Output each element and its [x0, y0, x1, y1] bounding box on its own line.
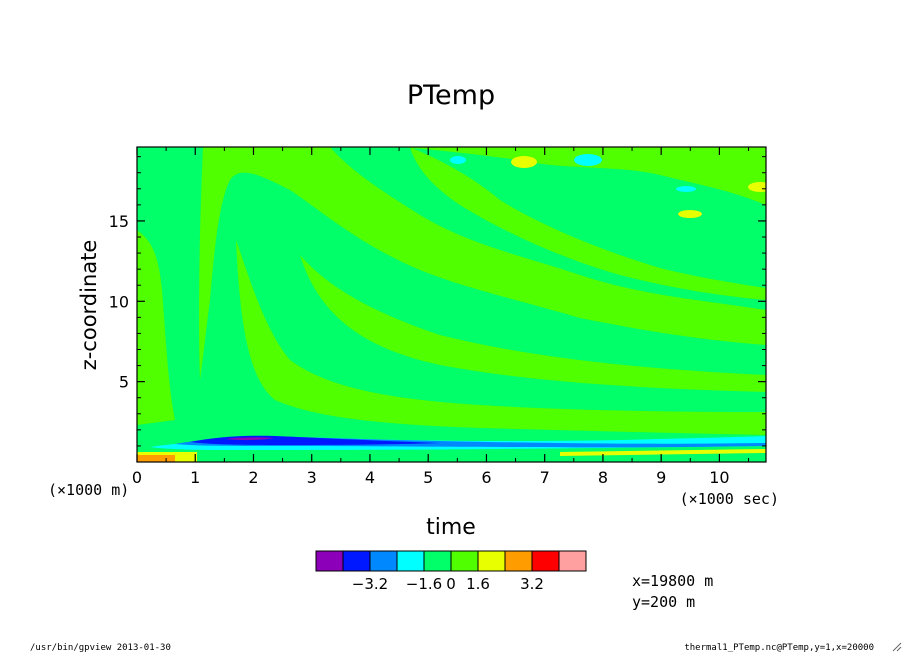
contour-purple-core: [225, 437, 275, 441]
x-tick-label: 5: [423, 468, 433, 487]
y-scale-label: (×1000 m): [48, 481, 129, 499]
contour-yellow-strip: [560, 449, 766, 456]
blob-yellow-1: [511, 156, 537, 168]
blob-yellow-3: [748, 182, 766, 192]
resize-grip-icon[interactable]: [892, 642, 902, 652]
colorbar-label: −1.6: [406, 575, 442, 593]
x-axis-label: time: [426, 515, 476, 540]
colorbar-swatch: [315, 550, 344, 572]
x-tick-label: 10: [709, 468, 729, 487]
footer-left: /usr/bin/gpview 2013-01-30: [30, 643, 171, 653]
x-tick-label: 3: [307, 468, 317, 487]
colorbar-swatch: [369, 550, 398, 572]
plot-frame: [136, 146, 767, 463]
colorbar-swatch: [504, 550, 533, 572]
colorbar: −3.2 −1.6 0 1.6 3.2: [315, 550, 587, 593]
contour-band-5: [410, 147, 766, 300]
blob-cyan-1: [574, 154, 602, 166]
x-tick-label: 7: [540, 468, 550, 487]
x-axis: 0 1 2 3 4 5 6 7 8 9 10: [132, 147, 750, 487]
x-tick-label: 8: [598, 468, 608, 487]
colorbar-label: 3.2: [520, 575, 544, 593]
colorbar-swatch: [477, 550, 506, 572]
x-tick-label: 0: [132, 468, 142, 487]
x-tick-label: 2: [248, 468, 258, 487]
annotation-y: y=200 m: [632, 593, 695, 611]
blob-yellow-2: [678, 210, 702, 218]
colorbar-swatch: [531, 550, 560, 572]
colorbar-label: 1.6: [466, 575, 490, 593]
y-tick-label: 5: [119, 373, 129, 392]
chart-title: PTemp: [407, 80, 495, 111]
colorbar-swatch: [558, 550, 587, 572]
colorbar-swatch: [450, 550, 479, 572]
y-tick-label: 15: [109, 212, 129, 231]
contour-band-4: [300, 255, 766, 392]
colorbar-swatch: [423, 550, 452, 572]
contour-band-1: [199, 147, 766, 380]
colorbar-swatch: [342, 550, 371, 572]
x-scale-label: (×1000 sec): [680, 490, 779, 508]
contour-orange-surface: [137, 455, 175, 462]
colorbar-label: −3.2: [352, 575, 388, 593]
y-tick-label: 10: [109, 292, 129, 311]
x-tick-label: 4: [365, 468, 375, 487]
footer-right: thermal1_PTemp.nc@PTemp,y=1,x=20000: [684, 643, 874, 653]
contour-band-3: [236, 240, 766, 435]
colorbar-label: 0: [446, 575, 456, 593]
blob-cyan-3: [676, 186, 696, 192]
colorbar-swatch: [396, 550, 425, 572]
y-axis: 5 10 15: [109, 156, 766, 447]
x-tick-label: 9: [656, 468, 666, 487]
contour-band-upper: [137, 147, 766, 205]
x-tick-label: 1: [190, 468, 200, 487]
plot-area: [137, 147, 766, 462]
blob-cyan-2: [450, 156, 466, 164]
x-tick-label: 6: [481, 468, 491, 487]
annotation-x: x=19800 m: [632, 572, 713, 590]
y-axis-label: z-coordinate: [77, 240, 101, 371]
contour-band-2: [137, 230, 175, 425]
